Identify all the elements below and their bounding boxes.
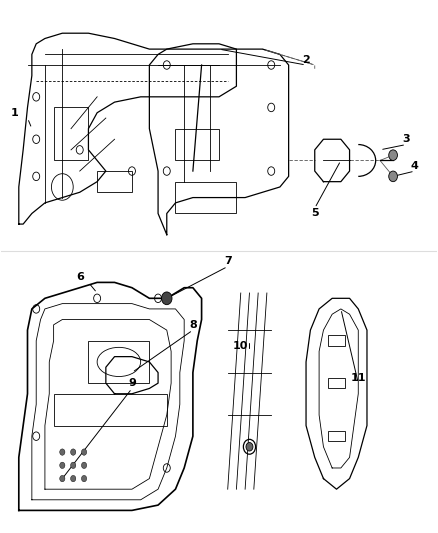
Circle shape	[71, 475, 76, 482]
Circle shape	[81, 449, 87, 455]
Circle shape	[71, 462, 76, 469]
Circle shape	[162, 292, 172, 305]
Circle shape	[60, 462, 65, 469]
Text: 1: 1	[11, 108, 18, 118]
Circle shape	[60, 475, 65, 482]
Text: 11: 11	[350, 373, 366, 383]
Text: 9: 9	[128, 378, 136, 388]
Text: 2: 2	[302, 55, 310, 64]
Circle shape	[71, 449, 76, 455]
Circle shape	[246, 442, 253, 451]
Circle shape	[81, 475, 87, 482]
Circle shape	[81, 462, 87, 469]
Text: 10: 10	[233, 341, 248, 351]
Circle shape	[60, 449, 65, 455]
Text: 5: 5	[311, 208, 318, 219]
Circle shape	[389, 171, 397, 182]
Text: 6: 6	[76, 272, 84, 282]
Text: 8: 8	[189, 320, 197, 330]
Text: 4: 4	[411, 161, 419, 171]
Text: 7: 7	[224, 256, 232, 266]
Circle shape	[389, 150, 397, 160]
Text: 3: 3	[403, 134, 410, 144]
